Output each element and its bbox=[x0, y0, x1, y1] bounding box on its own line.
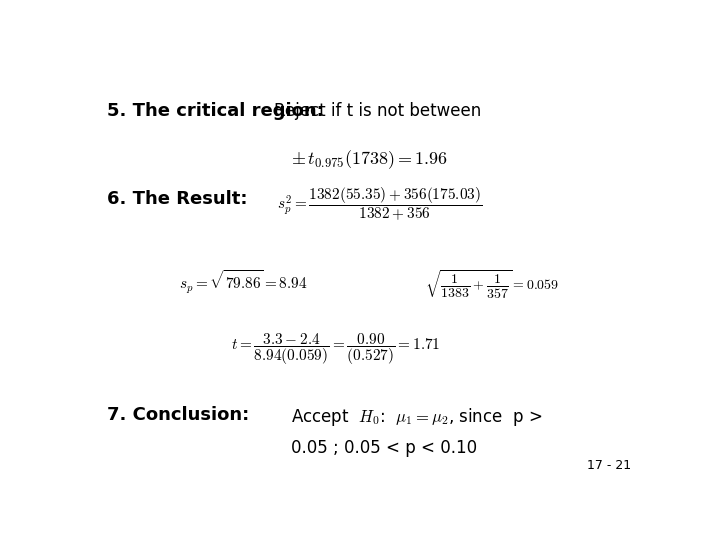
Text: Accept  $H_0$:  $\mu_1 = \mu_2$, since  p >: Accept $H_0$: $\mu_1 = \mu_2$, since p > bbox=[291, 406, 542, 428]
Text: $s_p^2 = \dfrac{1382(55.35)+356(175.03)}{1382+356}$: $s_p^2 = \dfrac{1382(55.35)+356(175.03)}… bbox=[277, 185, 483, 223]
Text: $\sqrt{\dfrac{1}{1383}+\dfrac{1}{357}} = 0.059$: $\sqrt{\dfrac{1}{1383}+\dfrac{1}{357}} =… bbox=[425, 268, 559, 301]
Text: 6. The Result:: 6. The Result: bbox=[107, 190, 247, 207]
Text: 17 - 21: 17 - 21 bbox=[587, 460, 631, 472]
Text: 5. The critical region:: 5. The critical region: bbox=[107, 102, 323, 120]
Text: 7. Conclusion:: 7. Conclusion: bbox=[107, 406, 249, 424]
Text: $\pm\, t_{0.975}(1738) =1.96$: $\pm\, t_{0.975}(1738) =1.96$ bbox=[291, 148, 447, 171]
Text: $t = \dfrac{3.3-2.4}{8.94(0.059)} = \dfrac{0.90}{(0.527)} = 1.71$: $t = \dfrac{3.3-2.4}{8.94(0.059)} = \dfr… bbox=[231, 331, 440, 367]
Text: $s_p = \sqrt{79.86} = 8.94$: $s_p = \sqrt{79.86} = 8.94$ bbox=[179, 268, 308, 296]
Text: Reject if t is not between: Reject if t is not between bbox=[274, 102, 482, 120]
Text: 0.05 ; 0.05 < p < 0.10: 0.05 ; 0.05 < p < 0.10 bbox=[291, 439, 477, 457]
